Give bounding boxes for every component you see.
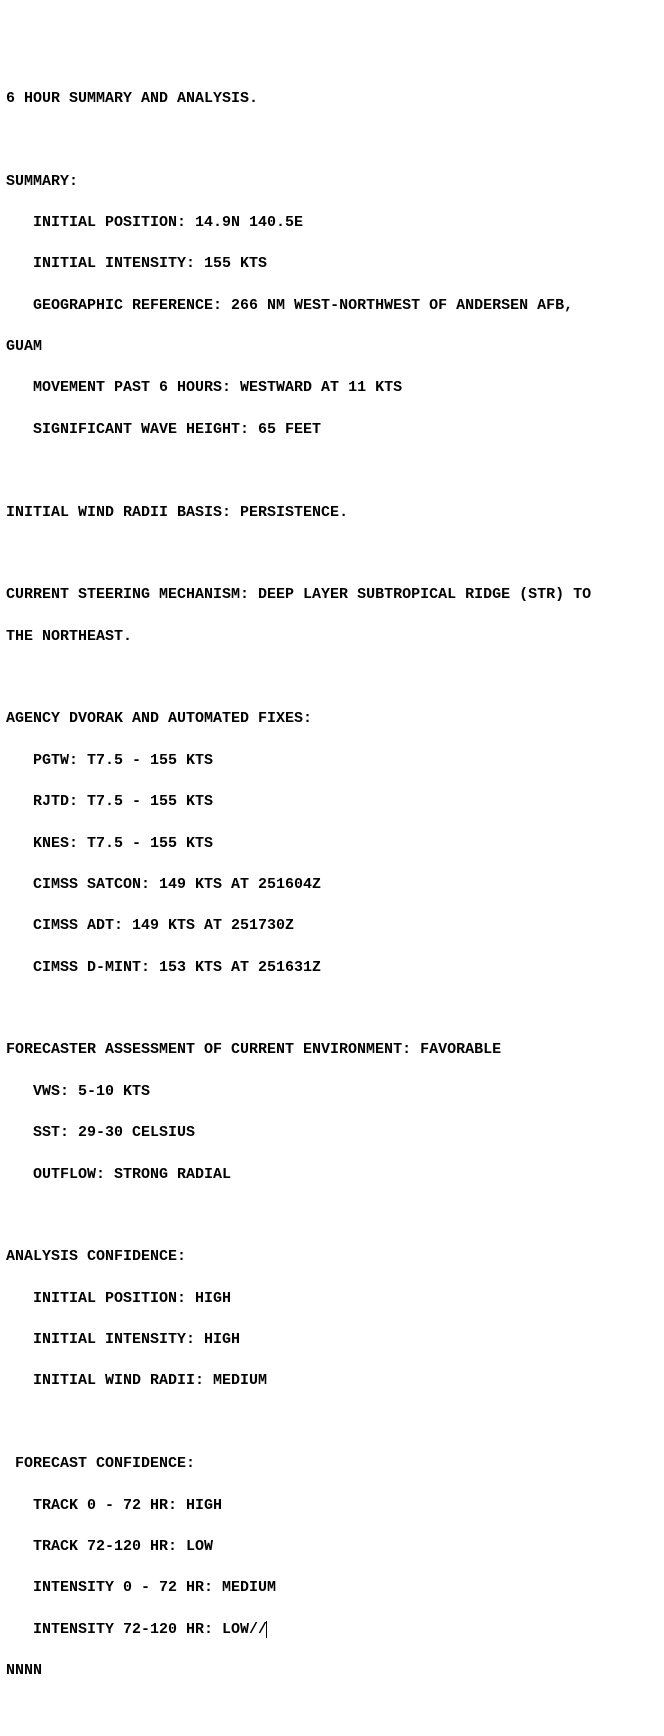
env-sst: SST: 29-30 CELSIUS (6, 1123, 658, 1144)
fix-cimss-dmint: CIMSS D-MINT: 153 KTS AT 251631Z (6, 958, 658, 979)
analysis-conf-int: INITIAL INTENSITY: HIGH (6, 1330, 658, 1351)
value: 65 FEET (258, 421, 321, 438)
blank-line (6, 668, 658, 689)
value: 266 NM WEST-NORTHWEST OF ANDERSEN AFB, (231, 297, 573, 314)
value: INTENSITY 72-120 HR: LOW// (6, 1621, 267, 1638)
summary-initial-intensity: INITIAL INTENSITY: 155 KTS (6, 254, 658, 275)
terminator: NNNN (6, 1661, 658, 1682)
blank-line (6, 130, 658, 151)
steering-line2: THE NORTHEAST. (6, 627, 658, 648)
summary-swh: SIGNIFICANT WAVE HEIGHT: 65 FEET (6, 420, 658, 441)
summary-georef-line2: GUAM (6, 337, 658, 358)
fix-pgtw: PGTW: T7.5 - 155 KTS (6, 751, 658, 772)
blank-line (6, 461, 658, 482)
label: INITIAL INTENSITY: (6, 255, 204, 272)
value: PERSISTENCE. (240, 504, 348, 521)
env-vws: VWS: 5-10 KTS (6, 1082, 658, 1103)
label: GEOGRAPHIC REFERENCE: (6, 297, 231, 314)
summary-georef-line1: GEOGRAPHIC REFERENCE: 266 NM WEST-NORTHW… (6, 296, 658, 317)
fix-cimss-adt: CIMSS ADT: 149 KTS AT 251730Z (6, 916, 658, 937)
analysis-conf-radii: INITIAL WIND RADII: MEDIUM (6, 1371, 658, 1392)
env-outflow: OUTFLOW: STRONG RADIAL (6, 1165, 658, 1186)
blank-line (6, 1413, 658, 1434)
label: SIGNIFICANT WAVE HEIGHT: (6, 421, 258, 438)
summary-header: SUMMARY: (6, 172, 658, 193)
value: 14.9N 140.5E (195, 214, 303, 231)
analysis-conf-header: ANALYSIS CONFIDENCE: (6, 1247, 658, 1268)
value: DEEP LAYER SUBTROPICAL RIDGE (STR) TO (258, 586, 591, 603)
env-header: FORECASTER ASSESSMENT OF CURRENT ENVIRON… (6, 1040, 658, 1061)
fix-cimss-satcon: CIMSS SATCON: 149 KTS AT 251604Z (6, 875, 658, 896)
fix-rjtd: RJTD: T7.5 - 155 KTS (6, 792, 658, 813)
value: WESTWARD AT 11 KTS (240, 379, 402, 396)
summary-initial-position: INITIAL POSITION: 14.9N 140.5E (6, 213, 658, 234)
wind-radii-basis: INITIAL WIND RADII BASIS: PERSISTENCE. (6, 503, 658, 524)
forecast-conf-header: FORECAST CONFIDENCE: (6, 1454, 658, 1475)
forecast-conf-track-0-72: TRACK 0 - 72 HR: HIGH (6, 1496, 658, 1517)
label: INITIAL POSITION: (6, 214, 195, 231)
text-cursor-icon (266, 1621, 267, 1638)
forecast-conf-int-0-72: INTENSITY 0 - 72 HR: MEDIUM (6, 1578, 658, 1599)
fixes-header: AGENCY DVORAK AND AUTOMATED FIXES: (6, 709, 658, 730)
label: CURRENT STEERING MECHANISM: (6, 586, 258, 603)
label: INITIAL WIND RADII BASIS: (6, 504, 240, 521)
value: 155 KTS (204, 255, 267, 272)
forecast-conf-int-72-120: INTENSITY 72-120 HR: LOW// (6, 1620, 658, 1641)
analysis-conf-pos: INITIAL POSITION: HIGH (6, 1289, 658, 1310)
steering-line1: CURRENT STEERING MECHANISM: DEEP LAYER S… (6, 585, 658, 606)
blank-line (6, 999, 658, 1020)
forecast-conf-track-72-120: TRACK 72-120 HR: LOW (6, 1537, 658, 1558)
section-title: 6 HOUR SUMMARY AND ANALYSIS. (6, 89, 658, 110)
blank-line (6, 1206, 658, 1227)
summary-movement: MOVEMENT PAST 6 HOURS: WESTWARD AT 11 KT… (6, 378, 658, 399)
fix-knes: KNES: T7.5 - 155 KTS (6, 834, 658, 855)
blank-line (6, 544, 658, 565)
label: MOVEMENT PAST 6 HOURS: (6, 379, 240, 396)
